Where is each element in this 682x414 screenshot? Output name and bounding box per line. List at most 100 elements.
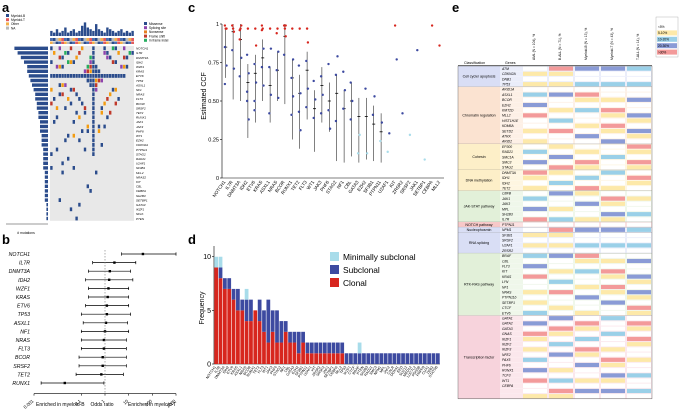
frequency-cell bbox=[627, 201, 651, 206]
freq-bar-segment bbox=[375, 353, 379, 364]
frequency-cell bbox=[549, 321, 573, 326]
sample-bar bbox=[78, 30, 81, 36]
ccf-point bbox=[277, 96, 280, 100]
ccf-point bbox=[305, 27, 309, 30]
frequency-cell bbox=[627, 378, 651, 383]
mutation-cell bbox=[69, 87, 73, 92]
mutation-cell bbox=[120, 64, 123, 69]
forest-gene-label: KRAS bbox=[16, 295, 31, 301]
gene-label: RAD21 bbox=[136, 157, 146, 161]
freq-bar-segment bbox=[227, 288, 232, 364]
mutation-cell bbox=[92, 143, 95, 147]
freq-legend-label: Subclonal bbox=[343, 265, 380, 275]
gene-label: WT1 bbox=[136, 134, 143, 138]
ccf-x-tick-label: IDH2 bbox=[239, 179, 249, 191]
sample-annotation-cell bbox=[66, 38, 70, 41]
table-gene-label: IDH2 bbox=[502, 181, 510, 185]
mutation-cell bbox=[125, 64, 129, 69]
frequency-cell bbox=[601, 279, 625, 284]
frequency-cell bbox=[575, 97, 599, 102]
ccf-point bbox=[291, 27, 294, 30]
gene-count-bar bbox=[44, 180, 48, 184]
freq-bar-segment bbox=[231, 288, 236, 300]
mutation-cell bbox=[97, 129, 101, 133]
ccf-x-tick-label: KRAS bbox=[252, 180, 263, 193]
frequency-cell bbox=[575, 82, 599, 87]
frequency-cell bbox=[601, 274, 625, 279]
ccf-point bbox=[224, 27, 227, 30]
freq-bar-segment bbox=[392, 353, 397, 364]
mutation-cell bbox=[95, 87, 98, 92]
ccf-point bbox=[306, 87, 310, 90]
frequency-cell bbox=[575, 336, 599, 342]
sample-bar bbox=[111, 30, 115, 36]
table-gene-label: STAG2 bbox=[502, 166, 513, 170]
ccf-point bbox=[223, 24, 227, 27]
forest-point bbox=[141, 252, 145, 256]
freq-x-tick-label: PHF6 bbox=[269, 365, 278, 375]
mutation-cell bbox=[64, 51, 67, 55]
frequency-cell bbox=[523, 201, 547, 206]
frequency-cell bbox=[601, 232, 625, 238]
sample-bar bbox=[72, 29, 75, 36]
gene-label: FLT3 bbox=[136, 97, 143, 101]
legend-label: In frame indel bbox=[149, 39, 169, 43]
table-gene-label: BRAF bbox=[502, 254, 512, 258]
frequency-cell bbox=[575, 196, 599, 201]
gene-label: NRAS bbox=[136, 93, 144, 97]
freq-bar-segment bbox=[218, 256, 223, 268]
frequency-cell bbox=[523, 316, 547, 321]
frequency-cell bbox=[549, 139, 573, 144]
frequency-cell bbox=[601, 248, 625, 253]
ccf-point bbox=[380, 121, 384, 124]
freq-x-tick-label: NF1 bbox=[279, 365, 286, 373]
frequency-cell bbox=[627, 336, 651, 342]
sample-annotation-cell bbox=[86, 41, 90, 44]
mutation-cell bbox=[92, 55, 95, 60]
ccf-point bbox=[321, 93, 324, 97]
freq-bar-segment bbox=[305, 342, 310, 354]
frequency-cell bbox=[601, 186, 625, 191]
frequency-cell bbox=[575, 264, 599, 269]
legend-label: NA bbox=[11, 26, 16, 30]
mutation-cell bbox=[83, 110, 87, 115]
gene-label: SRSF2 bbox=[136, 106, 146, 110]
table-gene-label: RUNX1 bbox=[502, 369, 514, 373]
freq-x-tick-label: JAK2 bbox=[383, 365, 391, 374]
frequency-cell bbox=[627, 113, 651, 118]
gene-label: KRAS bbox=[136, 70, 144, 74]
frequency-cell bbox=[523, 258, 547, 264]
gene-label: KIT bbox=[136, 180, 142, 184]
frequency-cell bbox=[575, 227, 599, 232]
gene-count-bar bbox=[46, 207, 48, 211]
mutation-cell bbox=[103, 74, 106, 78]
frequency-cell bbox=[601, 352, 625, 357]
mutation-cell bbox=[67, 51, 70, 55]
frequency-cell bbox=[575, 352, 599, 357]
frequency-cell bbox=[627, 139, 651, 144]
frequency-cell bbox=[601, 342, 625, 347]
group-cell bbox=[458, 170, 500, 191]
gene-count-bar bbox=[46, 203, 48, 207]
frequency-cell bbox=[601, 206, 625, 212]
frequency-cell bbox=[601, 378, 625, 383]
freq-bar-segment bbox=[257, 321, 262, 364]
freq-bar-segment bbox=[396, 353, 401, 364]
mutation-cell bbox=[89, 74, 92, 78]
frequency-cell bbox=[549, 180, 573, 186]
table-gene-label: SETD2 bbox=[502, 129, 513, 133]
sample-annotation-cell bbox=[125, 41, 129, 44]
table-gene-label: GATA3 bbox=[502, 327, 513, 331]
sample-annotation-cell bbox=[50, 38, 53, 41]
frequency-cell bbox=[627, 128, 651, 134]
freq-legend-label: Clonal bbox=[343, 278, 367, 288]
ccf-point bbox=[297, 64, 301, 67]
freq-bar-segment bbox=[279, 321, 284, 343]
frequency-cell bbox=[627, 71, 651, 76]
mutation-cell bbox=[75, 55, 78, 60]
frequency-cell bbox=[549, 274, 573, 279]
gene-label: STAG2 bbox=[136, 152, 146, 156]
group-cell bbox=[458, 144, 500, 170]
ccf-point bbox=[342, 70, 345, 73]
mutation-cell bbox=[58, 198, 61, 202]
